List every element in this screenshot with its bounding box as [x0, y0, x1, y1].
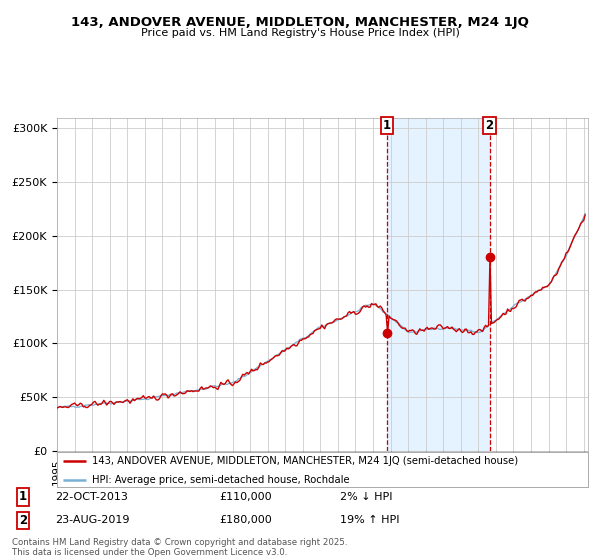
- Text: Contains HM Land Registry data © Crown copyright and database right 2025.
This d: Contains HM Land Registry data © Crown c…: [12, 538, 347, 557]
- Text: £180,000: £180,000: [220, 515, 272, 525]
- Text: 19% ↑ HPI: 19% ↑ HPI: [340, 515, 400, 525]
- Text: 1: 1: [383, 119, 391, 132]
- Text: £110,000: £110,000: [220, 492, 272, 502]
- Text: 1: 1: [19, 491, 27, 503]
- Text: 2% ↓ HPI: 2% ↓ HPI: [340, 492, 393, 502]
- Text: 2: 2: [485, 119, 494, 132]
- Text: 23-AUG-2019: 23-AUG-2019: [55, 515, 130, 525]
- Text: 143, ANDOVER AVENUE, MIDDLETON, MANCHESTER, M24 1JQ: 143, ANDOVER AVENUE, MIDDLETON, MANCHEST…: [71, 16, 529, 29]
- Bar: [387, 118, 490, 451]
- Text: 22-OCT-2013: 22-OCT-2013: [55, 492, 128, 502]
- Text: 143, ANDOVER AVENUE, MIDDLETON, MANCHESTER, M24 1JQ (semi-detached house): 143, ANDOVER AVENUE, MIDDLETON, MANCHEST…: [92, 456, 518, 466]
- Text: HPI: Average price, semi-detached house, Rochdale: HPI: Average price, semi-detached house,…: [92, 474, 349, 484]
- Text: 2: 2: [19, 514, 27, 527]
- Text: Price paid vs. HM Land Registry's House Price Index (HPI): Price paid vs. HM Land Registry's House …: [140, 28, 460, 38]
